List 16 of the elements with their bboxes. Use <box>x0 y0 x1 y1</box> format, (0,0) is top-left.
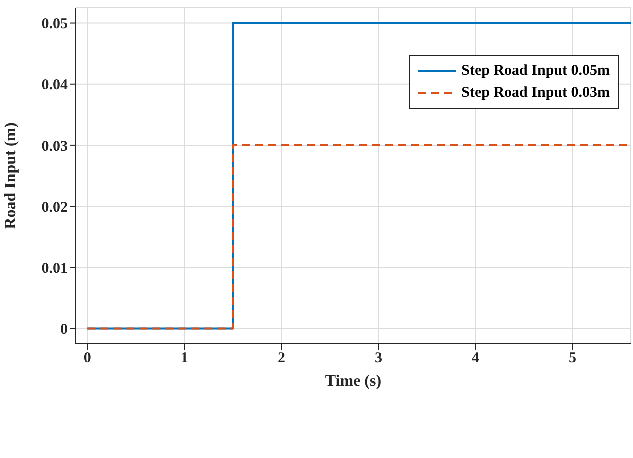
legend-label: Step Road Input 0.03m <box>462 84 610 102</box>
x-tick-label: 2 <box>278 350 286 367</box>
legend-label: Step Road Input 0.05m <box>462 62 610 80</box>
x-tick-label: 1 <box>180 350 188 367</box>
y-tick-label: 0.04 <box>42 78 68 94</box>
y-axis-title: Road Input (m) <box>2 122 20 230</box>
x-tick-label: 0 <box>84 350 92 367</box>
y-tick-label: 0.01 <box>42 260 68 277</box>
y-tick-label: 0.03 <box>42 138 68 155</box>
x-tick-label: 4 <box>472 350 480 367</box>
x-tick-label: 5 <box>569 350 577 367</box>
y-tick-label: 0.02 <box>42 200 68 216</box>
y-tick-label: 0.05 <box>42 16 68 33</box>
x-tick-label: 3 <box>374 350 382 367</box>
y-tick-label: 0 <box>60 322 68 338</box>
x-axis-title: Time (s) <box>325 373 382 390</box>
